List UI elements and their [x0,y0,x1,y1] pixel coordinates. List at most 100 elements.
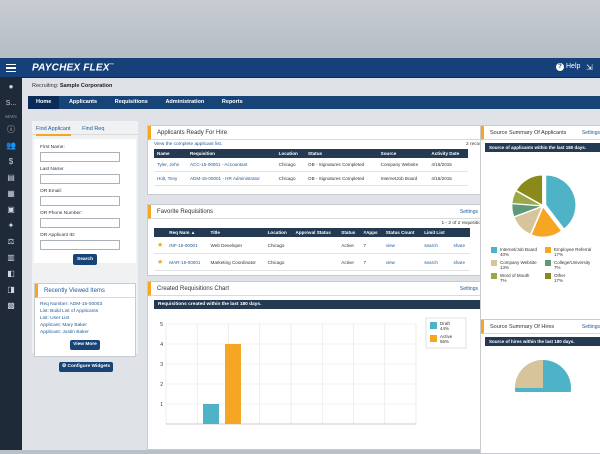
applicant-name-link[interactable]: Holt, Tony [154,171,187,186]
col-name[interactable]: Name [154,149,187,158]
col-approval-status[interactable]: Approval Status [292,228,339,237]
tab-reports[interactable]: Reports [221,99,243,105]
requisition-link[interactable]: ADM-15-00001 - HR Administrator [186,171,276,186]
legend-swatch [491,247,497,253]
people-icon[interactable]: 👥 [6,141,16,150]
col-status-count[interactable]: Status Count [382,228,422,237]
legend-label: Company Website 13% [500,260,537,270]
hire-meta: View the complete applicant list. 2 reco… [154,142,486,147]
col-apps[interactable]: #Apps [360,228,383,237]
source-applicants-settings-link[interactable]: Settings [581,130,600,136]
sidebar-section-label: MAIN [5,114,17,119]
table-row: Tyler, John ACC-15-00001 - Accountant Ch… [154,158,468,172]
help-link[interactable]: ? Help [556,63,580,71]
recent-item[interactable]: List: User List [40,316,70,321]
recent-item[interactable]: Req Number: ADM-15-00003 [40,302,103,307]
col-req-num[interactable]: Req Num ▲ [166,228,208,237]
first-name-label: First Name: [40,145,65,150]
pie-slice [511,203,543,218]
last-name-input[interactable] [40,174,120,184]
tab-home[interactable]: Home [28,96,60,109]
y-tick-label: 2 [160,382,163,388]
tab-applicants[interactable]: Applicants [68,99,98,105]
col-status[interactable]: Status [305,149,378,158]
tab-administration[interactable]: Administration [165,99,205,105]
share-link[interactable]: share [450,237,470,254]
cell-status: OB - Signatures Completed [305,158,378,172]
view-link[interactable]: view [382,237,422,254]
chart-icon[interactable]: ▥ [7,253,15,262]
app-logo: PAYCHEX FLEX™ [32,62,114,74]
document-icon[interactable]: ▦ [7,189,15,198]
legend-label: Active [440,334,453,339]
col-requisition[interactable]: Requisition [186,149,276,158]
applicant-id-input[interactable] [40,240,120,250]
col-activity-date[interactable]: Activity Date [428,149,468,158]
recent-item[interactable]: Applicant: Justin Baker [40,330,89,335]
recent-item[interactable]: Applicant: Mary Baker [40,323,87,328]
recent-list: Req Number: ADM-15-00003 List: Build Lis… [35,298,135,339]
search-link[interactable]: search [421,253,451,271]
search-button[interactable]: Search [73,254,97,265]
reports-icon[interactable]: ▩ [7,301,15,310]
col-limit-list[interactable]: Limit List [421,228,451,237]
legend-swatch [430,335,437,342]
legend-label: Draft [440,321,451,326]
first-name-input[interactable] [40,152,120,162]
view-more-button[interactable]: View More [70,340,100,350]
view-link[interactable]: view [382,253,422,271]
configure-widgets-button[interactable]: ⚙ Configure Widgets [59,362,113,372]
menu-icon[interactable] [6,64,16,72]
legend-item: College/University 7% [545,260,599,270]
req-chart-settings-link[interactable]: Settings [459,286,478,292]
col-source[interactable]: Source [377,149,429,158]
y-tick-label: 4 [160,342,163,348]
favorites-settings-link[interactable]: Settings [459,209,478,215]
legend-swatch [491,260,497,266]
legend-label: College/University 7% [554,260,591,270]
calculator-icon[interactable]: ▣ [7,205,15,214]
col-status[interactable]: Status [338,228,361,237]
req-num-link[interactable]: INF-15-00001 [166,237,208,254]
view-applicant-list-link[interactable]: View the complete applicant list [154,142,221,147]
legend-label: Word of Mouth 7% [500,273,530,283]
legend-item: Company Website 13% [491,260,545,270]
chart-legend [425,317,467,349]
search-link[interactable]: search [421,237,451,254]
legend-pct: 56% [440,339,449,344]
email-input[interactable] [40,196,120,206]
recent-item[interactable]: List: Build List of Applicants [40,309,99,314]
favorites-count: 1 - 2 of 2 requisitions [441,221,486,226]
gear-icon: ⚙ [61,364,67,369]
pie-slice [530,206,562,238]
source-hires-subtitle: Source of hires within the last 180 days… [485,337,600,346]
requisition-link[interactable]: ACC-15-00001 - Accountant [186,158,276,172]
logout-icon[interactable]: ⇲ [586,63,593,72]
share-link[interactable]: share [450,253,470,271]
source-hires-settings-link[interactable]: Settings [581,324,600,330]
favorite-star-icon[interactable]: ★ [157,259,164,266]
clipboard-icon[interactable]: ▤ [7,173,15,182]
gl-icon[interactable]: ◧ [7,269,15,278]
tab-find-req[interactable]: Find Req [82,126,105,132]
col-location[interactable]: Location [275,149,306,158]
find-panel: Find Applicant Find Req First Name: Last… [32,121,138,353]
hr-icon[interactable]: ◨ [7,285,15,294]
favorite-star-icon[interactable]: ★ [157,242,164,249]
dollar-icon[interactable]: $ [8,157,14,166]
tab-find-applicant[interactable]: Find Applicant [36,126,71,136]
phone-input[interactable] [40,218,120,228]
col-title[interactable]: Title [207,228,265,237]
tab-requisitions[interactable]: Requisitions [114,99,148,105]
favorites-table: Req Num ▲ Title Location Approval Status… [154,228,470,271]
bar-active [225,344,241,424]
handshake-icon[interactable]: ✦ [7,221,15,230]
cell-status: Active [338,253,361,271]
user-avatar-icon[interactable]: ● [8,82,14,91]
applicant-name-link[interactable]: Tyler, John [154,158,187,172]
scale-icon[interactable]: ⚖ [7,237,15,246]
req-num-link[interactable]: MAR-15-00001 [166,253,208,271]
col-location[interactable]: Location [264,228,293,237]
info-icon[interactable]: ⓘ [7,125,15,134]
top-bar: PAYCHEX FLEX™ ? Help ⇲ [0,58,600,78]
